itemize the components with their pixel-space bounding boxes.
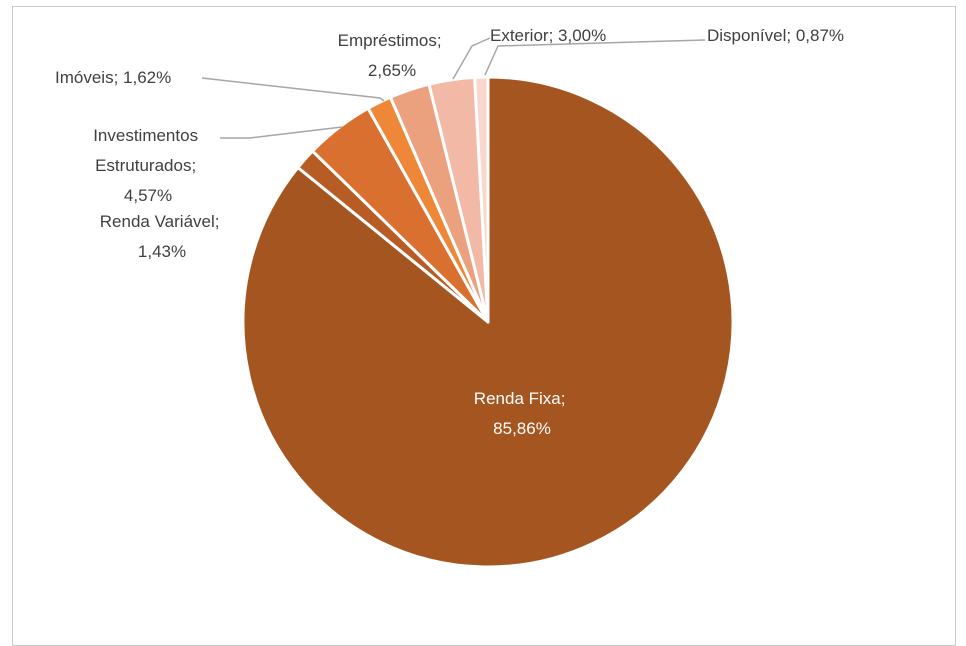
data-label-imoveis: Imóveis; 1,62% (55, 68, 171, 87)
pie-slice-disponivel (473, 75, 490, 324)
leader-line-investimentos (220, 126, 343, 139)
leader-lines (201, 37, 706, 139)
data-label-disponivel: Disponível; 0,87% (707, 26, 844, 45)
pie-slice-renda-fixa (241, 75, 735, 569)
data-label-emprestimos: Empréstimos; 2,65% (338, 31, 447, 80)
leader-line-exterior (452, 37, 491, 80)
data-label-investimentos-estruturados: Investimentos Estruturados; 4,57% (93, 126, 203, 205)
pie-chart: Renda Fixa; 85,86% Renda Variável; 1,43%… (55, 26, 844, 569)
pie-slices (241, 75, 735, 569)
data-label-renda-variavel: Renda Variável; 1,43% (100, 212, 224, 261)
leader-line-imoveis (201, 77, 385, 102)
leader-line-disponivel (484, 39, 706, 76)
data-label-renda-fixa: Renda Fixa; 85,86% (474, 389, 570, 438)
data-label-exterior: Exterior; 3,00% (490, 26, 606, 45)
